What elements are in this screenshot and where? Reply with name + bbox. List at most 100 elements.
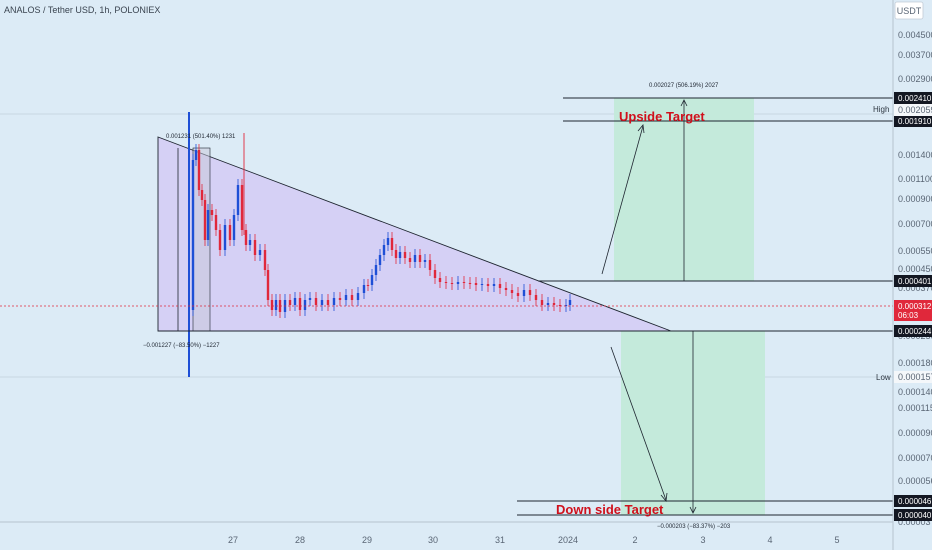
candle-body xyxy=(403,252,407,258)
candle-body xyxy=(303,300,307,310)
candle-body xyxy=(366,285,370,286)
y-tick-label: 0.002900 xyxy=(898,74,932,84)
candle-body xyxy=(546,303,550,305)
candle-body xyxy=(370,275,374,285)
level-tag-value: 0.000244 xyxy=(898,327,932,336)
downside-target-label: Down side Target xyxy=(556,502,664,517)
down-measure-label: −0.000203 (−83.37%) −203 xyxy=(657,524,731,530)
candle-body xyxy=(374,265,378,275)
time-axis[interactable]: 27 28 29 30 31 2024 2 3 4 5 xyxy=(0,521,893,545)
candle-body xyxy=(210,210,214,215)
candle-body xyxy=(314,298,318,305)
level-tag-value: 0.000046 xyxy=(898,497,932,506)
y-tick-label: 0.000700 xyxy=(898,219,932,229)
y-tick-label: 0.000900 xyxy=(898,194,932,204)
x-axis-ticks: 27 28 29 30 31 2024 2 3 4 5 xyxy=(228,535,840,545)
level-tag-value: 0.002410 xyxy=(898,94,932,103)
countdown-value: 06:03 xyxy=(898,311,919,320)
left-measure-bottom-label: −0.001227 (−83.50%) −1227 xyxy=(143,343,220,349)
candle-body xyxy=(244,230,248,245)
x-tick-label: 3 xyxy=(700,535,705,545)
currency-label: USDT xyxy=(897,6,922,16)
candle-body xyxy=(394,250,398,258)
candle-body xyxy=(258,250,262,255)
candle-body xyxy=(344,295,348,300)
price-axis[interactable]: USDT 0.0045000.0037000.0029000.0018000.0… xyxy=(892,0,932,550)
candle-body xyxy=(444,282,448,283)
candle-body xyxy=(486,284,490,286)
x-tick-label: 5 xyxy=(834,535,839,545)
candle-body xyxy=(378,255,382,265)
candle-body xyxy=(516,293,520,296)
y-tick-label: 0.000115 xyxy=(898,403,932,413)
candle-body xyxy=(418,255,422,262)
candle-body xyxy=(206,210,210,240)
level-tag-value: 0.000040 xyxy=(898,511,932,520)
y-tick-label: 0.000090 xyxy=(898,428,932,438)
level-tag-box xyxy=(894,325,932,337)
candle-body xyxy=(398,252,402,258)
candle-body xyxy=(320,300,324,305)
candle-body xyxy=(203,200,207,240)
candle-body xyxy=(413,255,417,262)
y-tick-label: 0.001100 xyxy=(898,174,932,184)
candle-body xyxy=(223,225,227,250)
level-tag-value: 0.000401 xyxy=(898,277,932,286)
candle-body xyxy=(218,230,222,250)
candle-body xyxy=(408,258,412,262)
candle-body xyxy=(564,305,568,306)
y-tick-label: 0.003700 xyxy=(898,50,932,60)
high-value: 0.002059 xyxy=(898,105,932,115)
x-tick-label: 29 xyxy=(362,535,372,545)
candle-body xyxy=(263,250,267,270)
candle-body xyxy=(236,185,240,215)
high-label: High xyxy=(873,105,889,114)
candle-body xyxy=(253,240,257,255)
y-tick-label: 0.000450 xyxy=(898,264,932,274)
candle-body xyxy=(504,288,508,290)
candle-body xyxy=(240,185,244,230)
x-tick-label: 2024 xyxy=(558,535,578,545)
y-tick-label: 0.000370 xyxy=(898,283,932,293)
candle-body xyxy=(386,238,390,245)
candle-body xyxy=(540,300,544,305)
level-tag-box xyxy=(894,495,932,507)
candles xyxy=(191,133,572,318)
candle-body xyxy=(428,260,432,270)
candle-body xyxy=(326,300,330,305)
candle-body xyxy=(332,298,336,305)
candle-body xyxy=(450,283,454,284)
candle-body xyxy=(423,260,427,262)
y-tick-label: 0.000550 xyxy=(898,246,932,256)
candle-body xyxy=(338,298,342,300)
candle-body xyxy=(200,190,204,200)
candle-body xyxy=(274,300,278,310)
candle-body xyxy=(288,300,292,305)
upside-projection-arrowhead xyxy=(637,124,645,134)
downside-projection-arrow xyxy=(610,346,667,501)
candle-body xyxy=(456,282,460,284)
candle-body xyxy=(362,285,366,293)
upside-projection-arrow xyxy=(601,125,644,275)
candle-body xyxy=(270,300,274,310)
candle-body xyxy=(293,298,297,305)
candle-body xyxy=(266,270,270,300)
level-tags: 0.002410 0.001910 0.000401 0.000244 0.000046… xyxy=(894,92,932,521)
candle-body xyxy=(498,284,502,288)
current-price-tag xyxy=(894,300,932,321)
low-value-box xyxy=(894,371,932,383)
candle-body xyxy=(492,284,496,286)
downside-projection-arrowhead xyxy=(660,492,668,502)
candle-body xyxy=(191,160,195,310)
currency-box[interactable] xyxy=(894,1,924,20)
level-tag-box xyxy=(894,115,932,127)
y-tick-label: 0.000037 xyxy=(898,517,932,527)
candle-body xyxy=(232,215,236,240)
y-tick-label: 0.001400 xyxy=(898,150,932,160)
candle-body xyxy=(552,303,556,305)
y-tick-label: 0.000070 xyxy=(898,453,932,463)
y-tick-label: 0.000140 xyxy=(898,387,932,397)
candle-body xyxy=(390,238,394,250)
